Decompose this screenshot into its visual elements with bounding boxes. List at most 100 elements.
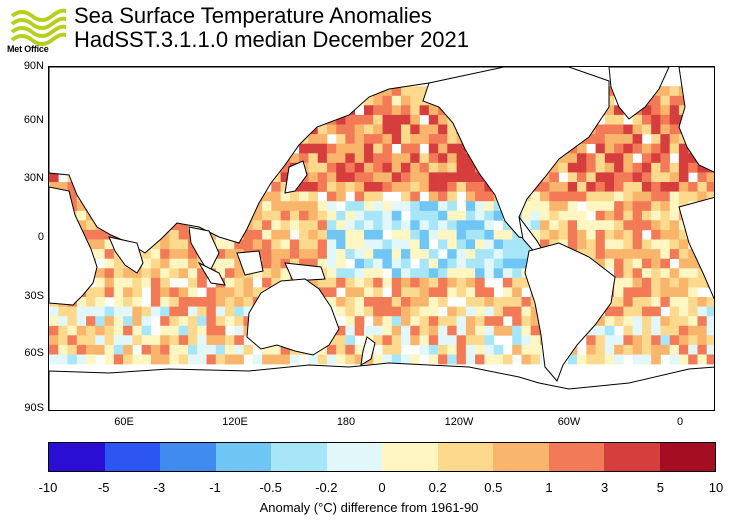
- anomaly-cell: [206, 306, 217, 317]
- anomaly-cell: [475, 249, 485, 259]
- anomaly-cell: [678, 162, 689, 173]
- anomaly-cell: [577, 210, 587, 221]
- anomaly-cell: [271, 191, 281, 202]
- anomaly-cell: [651, 258, 661, 269]
- anomaly-cell: [336, 249, 346, 259]
- anomaly-cell: [660, 114, 670, 125]
- anomaly-cell: [76, 306, 87, 317]
- anomaly-cell: [660, 210, 670, 221]
- anomaly-cell: [178, 344, 189, 355]
- anomaly-cell: [326, 344, 337, 355]
- anomaly-cell: [336, 134, 346, 144]
- anomaly-cell: [354, 143, 365, 154]
- anomaly-cell: [104, 316, 115, 327]
- anomaly-cell: [86, 287, 96, 298]
- anomaly-cell: [577, 172, 587, 183]
- anomaly-cell: [502, 229, 513, 240]
- anomaly-cell: [225, 258, 235, 269]
- anomaly-cell: [595, 182, 606, 192]
- anomaly-cell: [706, 335, 714, 346]
- anomaly-cell: [660, 325, 670, 336]
- anomaly-cell: [391, 162, 402, 173]
- anomaly-cell: [113, 287, 124, 298]
- colorbar-swatch: [493, 443, 549, 471]
- anomaly-cell: [382, 210, 393, 221]
- anomaly-cell: [401, 325, 411, 336]
- anomaly-cell: [364, 105, 374, 116]
- anomaly-cell: [697, 306, 708, 317]
- anomaly-cell: [465, 287, 476, 298]
- anomaly-cell: [678, 153, 689, 164]
- anomaly-cell: [475, 297, 485, 307]
- anomaly-cell: [614, 277, 624, 288]
- colorbar-tick-label: 5: [656, 480, 664, 495]
- anomaly-cell: [428, 162, 439, 173]
- anomaly-cell: [604, 258, 615, 269]
- anomaly-cell: [651, 95, 661, 106]
- anomaly-cell: [326, 191, 337, 202]
- anomaly-cell: [382, 220, 393, 231]
- anomaly-cell: [345, 335, 355, 346]
- anomaly-cell: [484, 316, 494, 327]
- anomaly-cell: [308, 229, 318, 240]
- anomaly-cell: [632, 201, 643, 212]
- anomaly-cell: [373, 354, 383, 365]
- anomaly-cell: [623, 162, 633, 173]
- anomaly-cell: [382, 95, 393, 106]
- anomaly-cell: [364, 258, 374, 269]
- anomaly-cell: [484, 306, 494, 317]
- anomaly-cell: [614, 239, 624, 250]
- anomaly-cell: [336, 114, 346, 125]
- anomaly-cell: [641, 316, 652, 327]
- anomaly-cell: [614, 354, 624, 365]
- anomaly-cell: [132, 287, 142, 298]
- anomaly-cell: [299, 258, 309, 269]
- anomaly-cell: [215, 287, 226, 298]
- anomaly-cell: [391, 268, 402, 279]
- anomaly-cell: [373, 182, 383, 192]
- colorbar-tick-label: 10: [708, 480, 724, 495]
- anomaly-cell: [438, 162, 448, 173]
- anomaly-cell: [530, 210, 541, 221]
- anomaly-cell: [123, 297, 133, 307]
- anomaly-cell: [262, 249, 272, 259]
- anomaly-cell: [428, 249, 439, 259]
- anomaly-cell: [95, 344, 105, 355]
- anomaly-cell: [271, 229, 281, 240]
- anomaly-cell: [197, 325, 207, 336]
- anomaly-cell: [215, 325, 226, 336]
- anomaly-cell: [280, 191, 291, 202]
- anomaly-cell: [262, 210, 272, 221]
- anomaly-cell: [169, 325, 179, 336]
- anomaly-cell: [160, 239, 170, 250]
- anomaly-cell: [86, 316, 96, 327]
- anomaly-cell: [76, 316, 87, 327]
- anomaly-cell: [373, 268, 383, 279]
- anomaly-cell: [280, 172, 291, 183]
- anomaly-cell: [604, 316, 615, 327]
- anomaly-cell: [225, 306, 235, 317]
- anomaly-cell: [113, 335, 124, 346]
- anomaly-cell: [604, 134, 615, 144]
- anomaly-cell: [641, 287, 652, 298]
- anomaly-cell: [391, 172, 402, 183]
- anomaly-cell: [169, 335, 179, 346]
- anomaly-cell: [215, 316, 226, 327]
- anomaly-cell: [308, 172, 318, 183]
- anomaly-cell: [438, 182, 448, 192]
- anomaly-cell: [308, 249, 318, 259]
- anomaly-cell: [447, 210, 457, 221]
- anomaly-cell: [678, 306, 689, 317]
- anomaly-cell: [280, 201, 291, 212]
- anomaly-cell: [364, 287, 374, 298]
- anomaly-cell: [345, 354, 355, 365]
- anomaly-cell: [326, 153, 337, 164]
- anomaly-cell: [595, 354, 606, 365]
- anomaly-cell: [141, 344, 152, 355]
- anomaly-cell: [614, 124, 624, 135]
- anomaly-cell: [465, 239, 476, 250]
- anomaly-cell: [326, 277, 337, 288]
- anomaly-cell: [540, 201, 550, 212]
- anomaly-cell: [364, 153, 374, 164]
- anomaly-cell: [428, 287, 439, 298]
